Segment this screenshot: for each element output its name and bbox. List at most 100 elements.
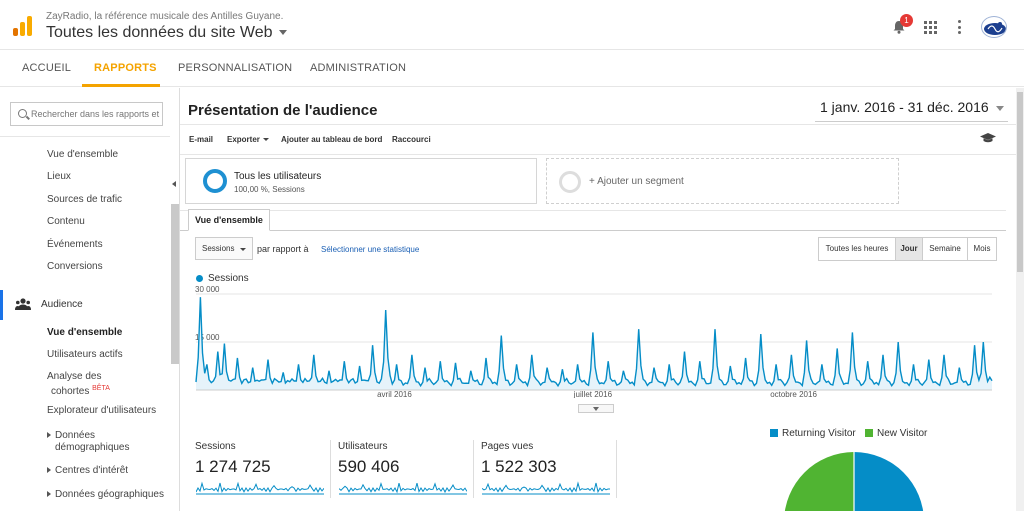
segment-name: Tous les utilisateurs [234,171,322,182]
x-tick-label: avril 2016 [377,390,412,398]
main-nav: ACCUEIL RAPPORTS PERSONNALISATION ADMINI… [0,50,1024,87]
notification-badge: 1 [900,14,913,27]
sidebar-item-traffic-sources[interactable]: Sources de trafic [47,194,123,205]
search-input[interactable] [31,106,161,122]
graduation-cap-icon[interactable] [980,132,996,144]
pie-legend-new: New Visitor [865,428,927,439]
granularity-week-button[interactable]: Semaine [922,237,968,261]
sidebar-item-cohort-analysis[interactable]: Analyse des cohortes BÊTA [47,371,110,398]
export-label: Exporter [227,135,260,144]
apps-grid-icon[interactable] [924,21,937,34]
sparkline-path [482,481,610,494]
add-to-dashboard-button[interactable]: Ajouter au tableau de bord [281,135,383,144]
legend-label: Returning Visitor [782,428,856,439]
tab-overview[interactable]: Vue d'ensemble [188,209,270,231]
expand-triangle-icon [47,491,51,498]
add-segment-button[interactable]: + Ajouter un segment [546,158,899,204]
kpi-label: Sessions [195,441,236,452]
sidebar-item-user-explorer[interactable]: Explorateur d'utilisateurs [47,405,157,416]
add-segment-label: + Ajouter un segment [589,176,684,187]
sparkline-sessions [196,481,324,495]
segment-all-users[interactable]: Tous les utilisateurs 100,00 %, Sessions [185,158,537,204]
cohort-line2: cohortes [51,386,90,398]
tab-accueil[interactable]: ACCUEIL [22,62,72,74]
sidebar-item-interests[interactable]: Centres d'intérêt [47,465,128,477]
kpi-sessions[interactable]: Sessions 1 274 725 [195,441,271,477]
expand-triangle-icon [47,467,51,474]
active-section-indicator [0,290,3,320]
sparkline-users [339,481,467,495]
page-scrollbar[interactable] [1016,88,1024,511]
select-metric-link[interactable]: Sélectionner une statistique [321,245,420,254]
sidebar-item-events[interactable]: Événements [47,239,103,250]
sidebar-item-conversions[interactable]: Conversions [47,261,103,272]
legend-swatch [865,429,873,437]
sidebar-item-demographics[interactable]: Données démographiques [47,430,130,454]
sidebar-item-locations[interactable]: Lieux [47,171,71,182]
legend-sessions: Sessions [208,273,249,284]
kpi-users[interactable]: Utilisateurs 590 406 [338,441,399,477]
divider [815,121,1008,122]
granularity-hourly-button[interactable]: Toutes les heures [818,237,896,261]
demographics-line2: démographiques [55,442,130,453]
shortcut-button[interactable]: Raccourci [392,135,431,144]
sidebar-section-audience[interactable]: Audience [41,299,83,310]
avatar[interactable] [981,16,1007,38]
granularity-month-button[interactable]: Mois [967,237,997,261]
scrollbar-thumb[interactable] [1017,92,1023,272]
x-tick-label: juillet 2016 [573,390,613,398]
segment-percent: 100,00 %, Sessions [234,185,305,194]
email-button[interactable]: E-mail [189,135,214,144]
divider [180,230,1006,231]
x-tick-label: octobre 2016 [770,390,817,398]
tab-administration[interactable]: ADMINISTRATION [310,62,407,74]
tab-rapports[interactable]: RAPPORTS [94,62,157,74]
date-range-picker[interactable]: 1 janv. 2016 - 31 déc. 2016 [815,96,1008,120]
pie-slice-returning-visitor [854,452,924,511]
divider [330,440,331,498]
active-tab-indicator [82,84,160,87]
search-icon [18,109,27,118]
pie-slice-new-visitor [784,452,854,511]
collapse-chart-button[interactable] [578,404,614,413]
export-button[interactable]: Exporter [227,135,269,144]
metric-select[interactable]: Sessions [195,237,253,260]
legend-label: New Visitor [877,428,928,439]
collapse-sidebar-button[interactable] [170,178,180,192]
expand-triangle-icon [47,432,51,439]
divider [473,440,474,498]
analytics-logo-icon[interactable] [13,16,33,36]
report-search-box[interactable] [10,102,163,126]
sessions-area [196,297,992,390]
caret-down-icon [262,138,269,142]
sidebar-scrollbar[interactable] [171,204,179,364]
y-tick-label: 15 000 [195,333,220,342]
sessions-line [195,297,993,388]
kpi-value: 1 522 303 [481,457,557,476]
page-title: Présentation de l'audience [188,102,378,119]
visitor-type-pie-chart[interactable] [784,452,924,511]
kpi-pageviews[interactable]: Pages vues 1 522 303 [481,441,557,477]
caret-down-icon [240,248,246,251]
sidebar-item-overview[interactable]: Vue d'ensemble [47,149,119,160]
date-range-value: 1 janv. 2016 - 31 déc. 2016 [820,99,989,115]
cohort-line1: Analyse des [47,371,102,382]
segment-ring-icon [203,169,227,193]
kpi-label: Utilisateurs [338,441,388,452]
interests-label: Centres d'intérêt [55,465,129,476]
sidebar-item-content[interactable]: Contenu [47,216,85,227]
sidebar: Vue d'ensemble Lieux Sources de trafic C… [0,88,180,511]
sidebar-item-geo[interactable]: Données géographiques [47,489,164,501]
legend-swatch [196,275,203,282]
granularity-day-button[interactable]: Jour [895,237,923,261]
metric-select-value: Sessions [202,244,235,253]
tab-personnalisation[interactable]: PERSONNALISATION [178,62,293,74]
sidebar-item-active-users[interactable]: Utilisateurs actifs [47,349,123,360]
more-vert-icon[interactable] [958,20,962,34]
audience-people-icon [15,298,31,310]
property-selector[interactable]: Toutes les données du site Web [46,24,287,42]
sessions-line-chart[interactable]: 30 000 15 000 avril 2016 juillet 2016 octobr… [194,286,996,398]
sidebar-item-audience-overview[interactable]: Vue d'ensemble [47,327,123,338]
divider [180,154,1024,155]
